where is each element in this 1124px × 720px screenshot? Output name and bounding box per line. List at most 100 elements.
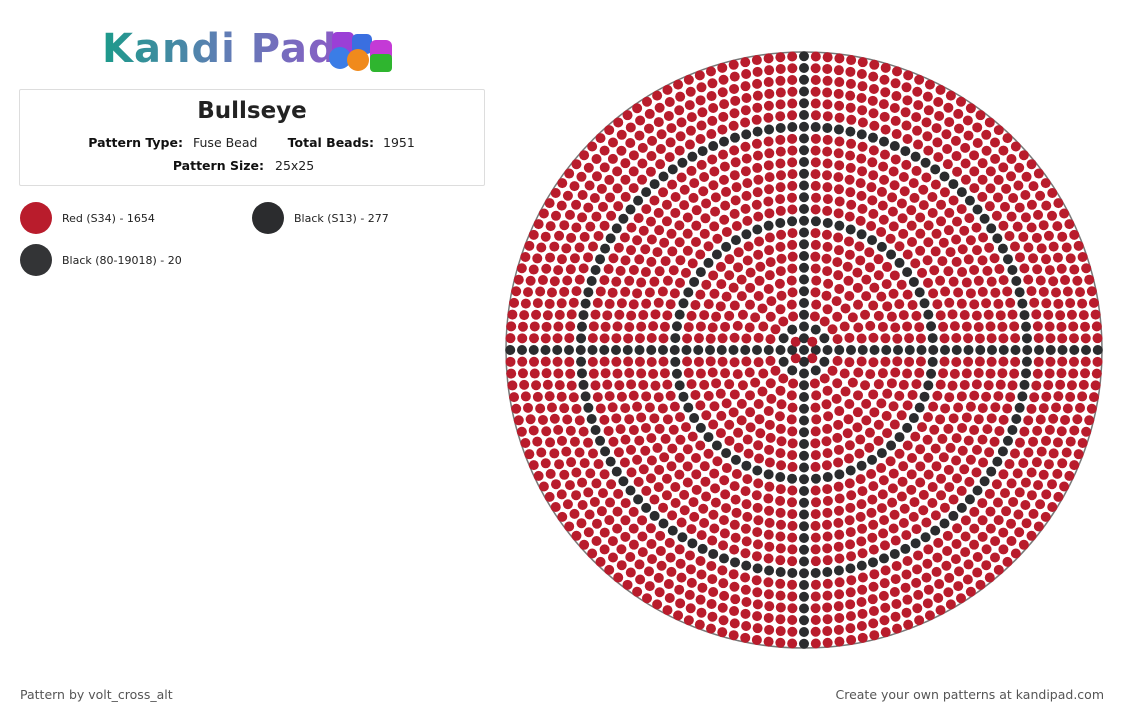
- bead: [736, 274, 747, 285]
- bead: [540, 231, 551, 242]
- bead: [740, 486, 751, 497]
- bead: [752, 599, 763, 610]
- bead: [914, 615, 925, 626]
- bead: [561, 446, 572, 457]
- bead: [626, 222, 637, 233]
- bead: [1053, 391, 1064, 402]
- bead: [819, 373, 830, 384]
- bead: [753, 290, 764, 301]
- bead: [902, 422, 913, 433]
- bead: [787, 402, 798, 413]
- bead: [930, 443, 941, 454]
- bead: [845, 465, 856, 476]
- bead: [685, 86, 696, 97]
- bead: [684, 589, 695, 600]
- bead: [775, 170, 786, 181]
- bead: [943, 587, 954, 598]
- bead: [799, 521, 809, 532]
- bead: [720, 321, 731, 332]
- bead: [763, 469, 774, 480]
- bead: [921, 172, 932, 183]
- bead: [810, 402, 821, 413]
- bead: [680, 267, 691, 278]
- bead: [1052, 468, 1063, 479]
- bead: [993, 515, 1004, 526]
- bead: [945, 247, 956, 258]
- bead: [718, 174, 729, 185]
- bead: [831, 296, 842, 307]
- bead: [959, 225, 970, 236]
- bead: [699, 228, 710, 239]
- bead: [936, 473, 947, 484]
- bead: [628, 299, 639, 310]
- bead: [1052, 221, 1063, 232]
- bead: [709, 468, 720, 479]
- bead: [810, 473, 821, 484]
- bead: [881, 279, 892, 290]
- bead: [902, 134, 913, 145]
- bead: [682, 228, 693, 239]
- bead: [721, 291, 732, 302]
- bead: [947, 309, 958, 320]
- bead: [634, 356, 645, 367]
- bead: [978, 232, 989, 243]
- bead: [763, 577, 774, 588]
- footer-credit[interactable]: Pattern by volt_cross_alt: [20, 687, 173, 702]
- bead: [612, 183, 623, 194]
- bead: [1031, 309, 1042, 320]
- bead: [653, 297, 664, 308]
- bead: [620, 174, 631, 185]
- bead: [810, 110, 821, 121]
- bead: [577, 189, 588, 200]
- bead: [853, 299, 864, 310]
- bead: [1041, 391, 1052, 402]
- bead: [775, 52, 786, 63]
- bead: [513, 274, 524, 285]
- bead: [991, 479, 1002, 490]
- bead: [940, 403, 951, 414]
- bead: [810, 239, 821, 250]
- bead: [971, 222, 982, 233]
- bead: [981, 560, 992, 571]
- bead: [752, 527, 763, 538]
- bead: [810, 98, 821, 109]
- bead: [1031, 232, 1042, 243]
- bead: [915, 333, 926, 344]
- bead: [634, 435, 645, 446]
- bead: [564, 209, 575, 220]
- bead: [707, 154, 718, 165]
- bead: [646, 345, 657, 355]
- bead: [775, 567, 786, 578]
- bead: [576, 368, 587, 379]
- bead: [1038, 403, 1049, 414]
- bead: [654, 587, 665, 598]
- bead: [719, 475, 730, 486]
- bead: [1056, 263, 1067, 274]
- bead: [822, 122, 833, 133]
- logo[interactable]: Kandi Pad: [102, 26, 338, 72]
- bead: [775, 385, 786, 396]
- bead: [775, 111, 786, 122]
- bead: [531, 309, 542, 320]
- bead: [810, 263, 821, 274]
- bead: [733, 262, 744, 273]
- bead: [708, 548, 719, 559]
- bead: [695, 594, 706, 605]
- bead: [853, 322, 864, 333]
- bead: [764, 565, 775, 576]
- bead: [1010, 345, 1021, 355]
- bead: [786, 390, 797, 401]
- bead: [706, 91, 717, 102]
- bead: [938, 452, 949, 463]
- bead: [595, 286, 606, 297]
- bead: [799, 98, 809, 109]
- bead: [775, 448, 786, 459]
- bead: [1077, 391, 1088, 402]
- bead: [944, 572, 955, 583]
- bead: [691, 220, 702, 231]
- bead: [864, 442, 875, 453]
- footer-link[interactable]: Create your own patterns at kandipad.com: [835, 687, 1104, 702]
- bead: [1059, 481, 1070, 492]
- bead: [586, 413, 597, 424]
- bead: [810, 157, 821, 168]
